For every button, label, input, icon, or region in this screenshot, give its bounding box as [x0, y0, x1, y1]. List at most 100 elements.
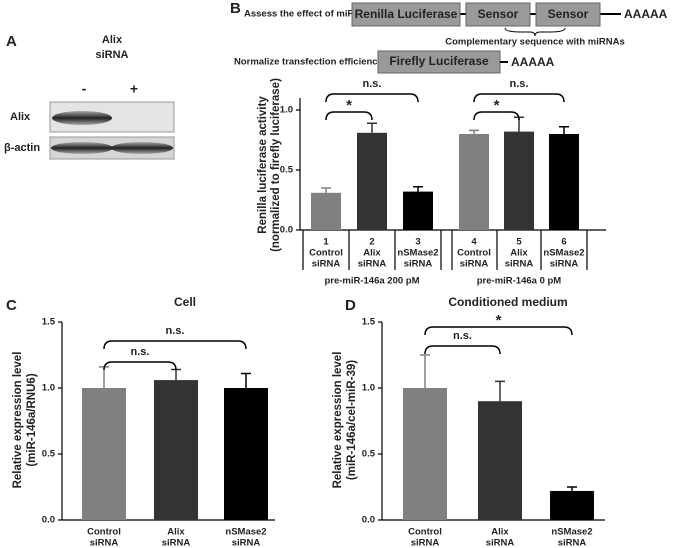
x-tick-label: nSMase2 — [551, 527, 592, 538]
significance-label: n.s. — [131, 346, 150, 358]
error-bar — [413, 186, 423, 192]
x-tick-label: siRNA — [90, 538, 119, 548]
significance-label: n.s. — [363, 78, 382, 90]
panel-label: A — [6, 33, 17, 50]
x-tick-label: siRNA — [358, 259, 387, 270]
y-tick-label: 0.0 — [42, 515, 55, 526]
poly-a: AAAAA — [511, 55, 555, 69]
x-tick-label: Alix — [510, 248, 528, 259]
y-tick-label: 0.0 — [362, 515, 375, 526]
significance-bracket — [325, 93, 419, 103]
x-tick-label: 2 — [369, 237, 374, 248]
significance-label: n.s. — [510, 78, 529, 90]
bar — [154, 380, 198, 520]
x-tick-label: 1 — [323, 237, 329, 248]
blot-band — [111, 142, 173, 154]
x-tick-label: siRNA — [486, 538, 515, 548]
y-axis-label: (normalized to firefly luciferase) — [270, 78, 282, 252]
error-bar — [241, 372, 251, 388]
bar — [504, 131, 534, 230]
blot-band — [51, 142, 113, 154]
significance-bracket — [473, 93, 565, 103]
error-bar — [367, 122, 377, 133]
y-axis-label: Relative expression level — [332, 352, 344, 489]
x-tick-label: 6 — [561, 237, 566, 248]
blot-subtitle: siRNA — [95, 49, 128, 61]
y-tick-label: 1.0 — [362, 383, 375, 394]
x-tick-label: Control — [309, 248, 343, 259]
x-tick-label: Control — [457, 248, 491, 259]
significance-bracket — [103, 340, 247, 350]
diagram-label: Normalize transfection efficiency : — [234, 57, 389, 68]
bar — [549, 134, 579, 230]
y-axis-label: Renilla luciferase activity — [257, 96, 269, 234]
x-tick-label: Alix — [167, 527, 185, 538]
row-label: β-actin — [4, 142, 40, 154]
bar — [82, 388, 126, 520]
box-label: Renilla Luciferase — [355, 7, 458, 21]
diagram-label: Assess the effect of miRNA : — [244, 9, 374, 20]
bar — [550, 490, 594, 520]
diagram-box — [351, 2, 461, 27]
x-tick-label: Alix — [491, 527, 509, 538]
y-tick-label: 0.0 — [280, 225, 293, 236]
bar — [224, 388, 268, 520]
y-tick-label: 1.0 — [280, 105, 293, 116]
panel-label: D — [345, 297, 356, 314]
box-label: Firefly Luciferase — [389, 54, 489, 68]
y-axis-label: Relative expression level — [12, 352, 24, 489]
panel-label: B — [230, 0, 241, 17]
brace — [504, 27, 566, 37]
y-axis-label: (miR-146a/cel-miR-39) — [346, 360, 358, 480]
box-label: Sensor — [548, 7, 589, 21]
box-label: Sensor — [478, 7, 519, 21]
x-tick-label: 4 — [471, 237, 477, 248]
significance-bracket — [325, 111, 373, 121]
significance-bracket — [473, 111, 520, 121]
error-bar — [469, 129, 479, 134]
x-tick-label: siRNA — [404, 259, 433, 270]
error-bar — [495, 380, 505, 402]
error-bar — [321, 187, 331, 193]
row-label: Alix — [10, 111, 31, 123]
error-bar — [567, 486, 577, 491]
significance-label: n.s. — [166, 325, 185, 337]
diagram-box — [465, 2, 531, 27]
lane-label: - — [82, 81, 87, 97]
diagram-box — [535, 2, 601, 27]
x-tick-label: siRNA — [550, 259, 579, 270]
chart-title: Cell — [174, 295, 196, 309]
chart-title: Conditioned medium — [448, 295, 567, 309]
x-tick-label: siRNA — [505, 259, 534, 270]
group-label: pre-miR-146a 200 pM — [324, 276, 419, 287]
x-tick-label: siRNA — [312, 259, 341, 270]
error-bar — [99, 366, 109, 388]
bar — [357, 132, 387, 230]
bar — [478, 401, 522, 520]
y-axis-label: (miR-146a/RNU6) — [26, 373, 38, 466]
x-tick-label: nSMase2 — [225, 527, 266, 538]
x-tick-label: siRNA — [232, 538, 261, 548]
x-tick-label: siRNA — [460, 259, 489, 270]
significance-bracket — [424, 345, 501, 355]
x-tick-label: siRNA — [558, 538, 587, 548]
error-bar — [559, 126, 569, 134]
bar — [403, 191, 433, 230]
significance-label: * — [494, 97, 500, 114]
y-tick-label: 1.5 — [362, 317, 376, 328]
panel-label: C — [6, 297, 17, 314]
x-tick-label: Control — [87, 527, 121, 538]
x-tick-label: siRNA — [162, 538, 191, 548]
significance-label: * — [496, 312, 502, 329]
significance-bracket — [103, 361, 177, 371]
y-tick-label: 1.5 — [42, 317, 56, 328]
significance-label: * — [346, 97, 352, 114]
blot-title: Alix — [102, 34, 123, 46]
bar — [403, 388, 447, 520]
y-tick-label: 0.5 — [362, 449, 376, 460]
x-tick-label: nSMase2 — [543, 248, 584, 259]
significance-bracket — [424, 326, 573, 336]
x-tick-label: 3 — [415, 237, 420, 248]
bar — [311, 192, 341, 230]
